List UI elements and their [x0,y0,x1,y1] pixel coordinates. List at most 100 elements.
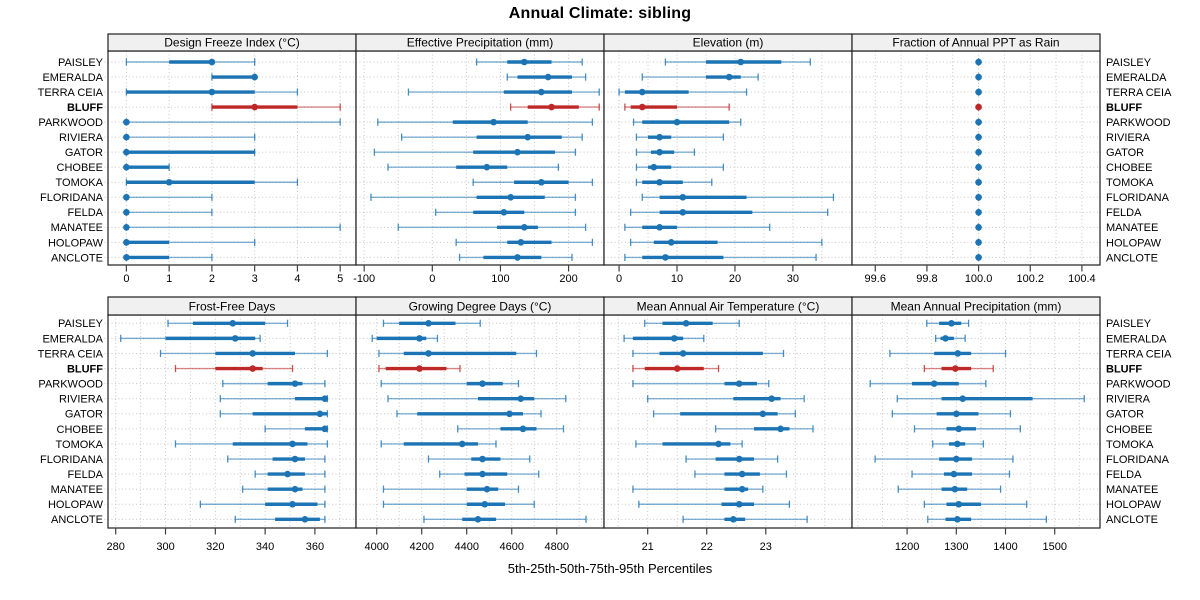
median-dot [291,380,299,387]
median-dot [738,470,746,478]
site-label-left: PAISLEY [58,57,104,69]
median-dot [481,500,489,508]
site-label-left: HOLOPAW [48,499,104,511]
median-dot [538,178,545,186]
median-dot [316,410,324,418]
site-label-right: MANATEE [1106,484,1158,496]
median-dot [479,470,486,478]
site-label-left: RIVIERA [59,394,104,406]
median-dot [514,148,521,156]
median-dot [777,425,784,433]
site-label-right: FLORIDANA [1106,192,1170,204]
median-dot [942,335,949,342]
median-dot [517,395,525,403]
median-dot [123,148,130,156]
panel-strip-title: Design Freeze Index (°C) [164,36,300,50]
median-dot [251,73,258,81]
median-dot [955,500,963,508]
axis-tick-label: 300 [156,541,174,553]
median-dot [123,133,130,141]
panel-bg [356,315,604,528]
median-dot [123,163,130,171]
percentiles-caption: 5th-25th-50th-75th-95th Percentiles [507,561,713,576]
median-dot [249,350,256,357]
site-label-left: TERRA CEIA [38,348,104,360]
site-label-left: FLORIDANA [40,454,104,466]
axis-tick-label: 2 [209,273,215,285]
median-dot [656,178,663,186]
page-title: Annual Climate: sibling [508,5,692,22]
axis-tick-label: 10 [671,273,683,285]
median-dot [738,485,746,493]
axis-tick-label: 0 [429,273,435,285]
site-label-right: ANCLOTE [1106,514,1158,526]
panel-strip-title: Elevation (m) [693,36,764,50]
median-dot [975,163,982,171]
axis-tick-label: 4 [294,273,300,285]
axis-tick-label: 5 [337,273,343,285]
median-dot [953,410,960,418]
site-label-right: PAISLEY [1106,57,1152,69]
median-dot [123,224,130,231]
median-dot [715,440,722,448]
median-dot [123,118,130,126]
median-dot [208,88,216,96]
site-label-left: BLUFF [67,363,103,375]
median-dot [959,395,967,403]
site-label-left: TERRA CEIA [38,87,104,99]
median-dot [975,224,982,231]
axis-tick-label: 100.2 [1016,273,1044,285]
median-dot [123,193,130,201]
axis-tick-label: 1 [166,273,172,285]
median-dot [251,103,258,111]
median-dot [483,163,491,171]
axis-tick-label: 0 [616,273,622,285]
median-dot [123,239,130,246]
median-dot [954,350,962,357]
median-dot [656,133,663,141]
axis-tick-label: 21 [642,541,654,553]
median-dot [975,178,982,186]
axis-tick-label: 100.4 [1068,273,1096,285]
site-label-left: GATOR [65,147,103,159]
site-label-left: MANATEE [51,222,103,234]
site-label-right: GATOR [1106,147,1144,159]
site-label-left: MANATEE [51,484,103,496]
axis-tick-label: 4000 [364,541,388,553]
site-label-left: EMERALDA [42,333,103,345]
median-dot [951,485,959,493]
median-dot [656,224,663,231]
axis-tick-label: 4800 [544,541,568,553]
site-label-right: PARKWOOD [1106,117,1171,129]
site-label-left: RIVIERA [59,132,104,144]
median-dot [682,320,690,327]
median-dot [474,516,482,523]
axis-tick-label: 20 [729,273,741,285]
site-label-right: RIVIERA [1106,132,1151,144]
median-dot [735,380,743,387]
panel-bg [108,51,356,265]
median-dot [123,209,130,216]
median-dot [291,455,299,463]
panel-bg [852,315,1100,528]
median-dot [725,73,733,81]
median-dot [301,516,309,523]
axis-tick-label: 100.0 [965,273,993,285]
median-dot [289,500,296,508]
site-label-left: CHOBEE [57,162,103,174]
site-label-right: FLORIDANA [1106,454,1170,466]
panel-strip-title: Mean Annual Precipitation (mm) [891,300,1062,314]
axis-tick-label: 23 [760,541,772,553]
median-dot [656,148,663,156]
site-label-right: PARKWOOD [1106,379,1171,391]
median-dot [638,88,646,96]
median-dot [289,440,296,448]
median-dot [759,410,767,418]
site-label-right: GATOR [1106,409,1144,421]
median-dot [673,118,681,126]
median-dot [679,350,687,357]
panel-bg [356,51,604,265]
axis-tick-label: 30 [787,273,799,285]
site-label-right: EMERALDA [1106,72,1167,84]
